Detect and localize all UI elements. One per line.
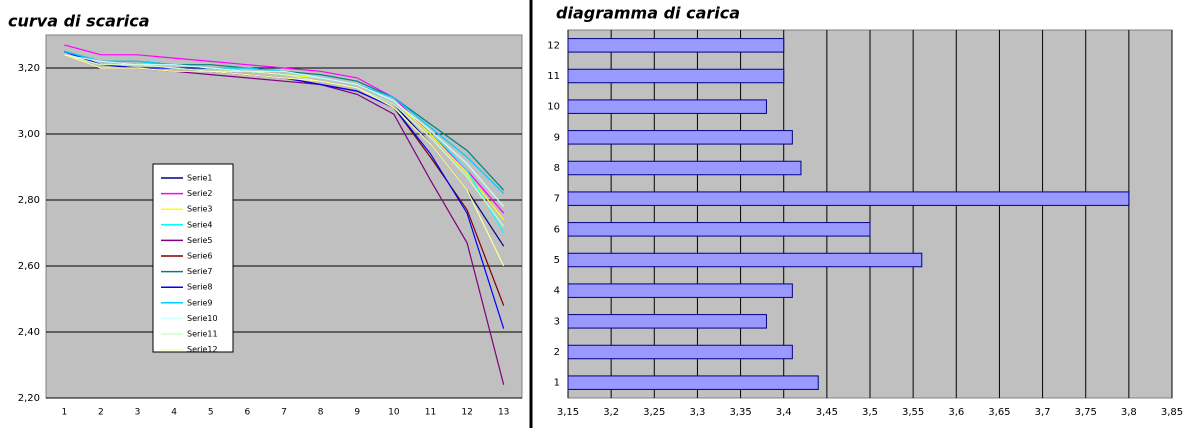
x-tick-label: 3,3: [689, 407, 705, 418]
legend-label: Serie6: [187, 252, 213, 261]
legend-label: Serie7: [187, 267, 213, 276]
x-tick-label: 12: [461, 408, 472, 418]
bar: [567, 191, 1130, 206]
legend-label: Serie8: [187, 283, 213, 292]
y-tick-label: 2,20: [18, 393, 40, 404]
x-tick-label: 9: [354, 408, 360, 418]
y-tick-label: 10: [547, 102, 560, 113]
chart-title: diagramma di carica: [556, 4, 740, 23]
x-tick-label: 5: [208, 408, 214, 418]
y-tick-label: 2,60: [18, 261, 40, 272]
y-tick-label: 3,20: [18, 63, 40, 74]
y-tick-label: 3,00: [18, 129, 40, 140]
y-tick-label: 7: [554, 194, 560, 205]
y-tick-label: 5: [554, 255, 560, 266]
x-tick-label: 3,6: [948, 407, 964, 418]
y-tick-label: 9: [554, 132, 560, 143]
x-tick-label: 10: [388, 408, 400, 418]
x-tick-label: 3,45: [816, 407, 838, 418]
bar: [567, 344, 793, 360]
x-tick-label: 3,65: [988, 407, 1010, 418]
x-tick-label: 3: [135, 408, 141, 418]
chart-title: curva di scarica: [8, 12, 150, 31]
x-tick-label: 3,75: [1075, 407, 1097, 418]
x-tick-label: 2: [98, 408, 104, 418]
y-tick-label: 8: [554, 163, 560, 174]
x-tick-label: 6: [245, 408, 251, 418]
legend-label: Serie4: [187, 220, 213, 229]
x-tick-label: 3,2: [603, 407, 619, 418]
y-tick-label: 2: [554, 347, 560, 358]
y-tick-label: 4: [554, 286, 560, 297]
y-tick-label: 1: [554, 378, 560, 389]
legend-label: Serie2: [187, 189, 213, 198]
bar: [567, 283, 793, 298]
legend-label: Serie3: [187, 205, 213, 214]
x-tick-label: 4: [171, 408, 177, 418]
bar: [567, 130, 793, 145]
x-tick-label: 3,25: [643, 407, 665, 418]
plot-area: [45, 34, 523, 399]
x-tick-label: 13: [498, 408, 509, 418]
legend-label: Serie1: [187, 174, 213, 183]
x-tick-label: 3,5: [862, 407, 878, 418]
legend-box: [152, 163, 234, 353]
bar: [567, 99, 767, 114]
x-tick-label: 7: [281, 408, 287, 418]
bar: [567, 375, 819, 390]
bar: [567, 252, 923, 268]
x-tick-label: 3,7: [1035, 407, 1051, 418]
x-tick-label: 3,8: [1121, 407, 1137, 418]
legend-label: Serie9: [187, 298, 213, 307]
x-tick-label: 3,35: [729, 407, 751, 418]
series-line: [64, 54, 505, 227]
bar: [567, 314, 767, 329]
x-tick-label: 1: [61, 408, 67, 418]
x-tick-label: 3,15: [557, 407, 579, 418]
bar: [567, 160, 802, 176]
bar: [567, 38, 785, 53]
legend-label: Serie5: [187, 236, 213, 245]
bar: [567, 222, 871, 237]
legend-label: Serie10: [187, 314, 218, 323]
x-tick-label: 3,85: [1161, 407, 1183, 418]
bar: [567, 68, 785, 84]
x-tick-label: 3,55: [902, 407, 924, 418]
x-tick-label: 8: [318, 408, 324, 418]
y-tick-label: 6: [554, 224, 560, 235]
x-tick-label: 3,4: [776, 407, 792, 418]
y-tick-label: 3: [554, 316, 560, 327]
x-tick-label: 11: [425, 408, 436, 418]
series-line: [64, 54, 505, 267]
y-tick-label: 2,80: [18, 195, 40, 206]
legend-label: Serie11: [187, 330, 218, 339]
y-tick-label: 11: [547, 71, 560, 82]
y-tick-label: 12: [547, 40, 560, 51]
y-tick-label: 2,40: [18, 327, 40, 338]
legend-label: Serie12: [187, 345, 218, 354]
